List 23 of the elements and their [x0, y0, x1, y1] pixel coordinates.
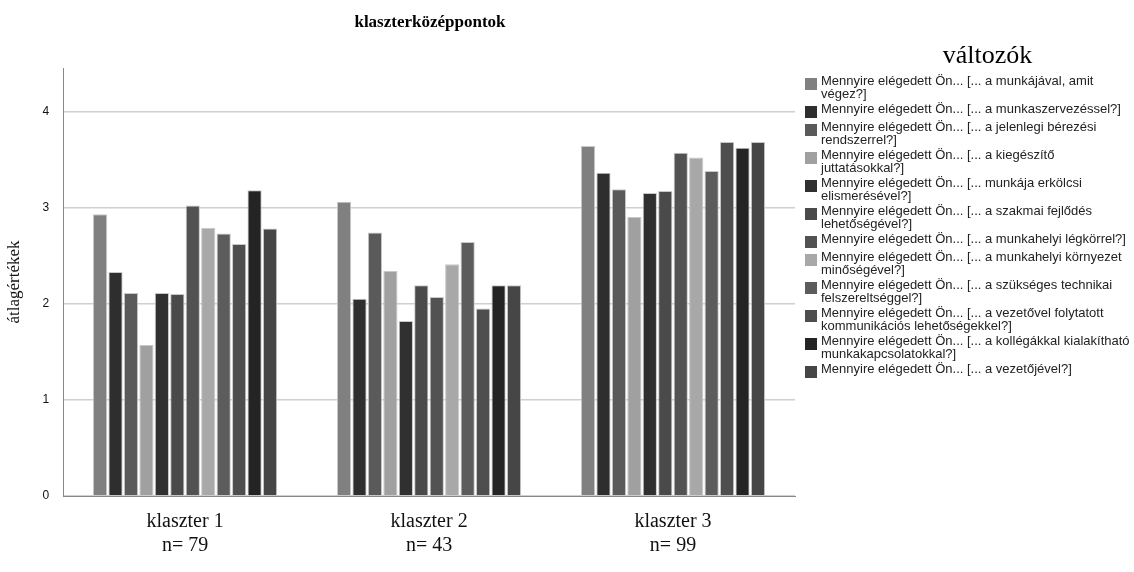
legend-label: Mennyire elégedett Ön... [... a szakmai fejlődés lehetőségével?] — [821, 203, 1093, 231]
y-tick-label: 1 — [42, 392, 50, 407]
y-tick-label: 0 — [42, 488, 50, 503]
x-tick-label: klaszter 1 n= 79 — [146, 509, 224, 556]
legend-label: Mennyire elégedett Ön... [... a kollégákkal kialakítható munkakapcsolatokkal?] — [821, 333, 1130, 361]
legend-label: Mennyire elégedett Ön... [... a vezetővel folytatott kommunikációs lehetőségekkel?] — [821, 305, 1105, 333]
y-tick-label: 4 — [42, 103, 50, 118]
legend-label: Mennyire elégedett Ön... [... a munkahelyi környezet minőségével?] — [821, 249, 1123, 277]
chart-title: klaszterközéppontok — [353, 12, 507, 32]
legend-label: Mennyire elégedett Ön... [... munkája erkölcsi elismerésével?] — [821, 175, 1083, 203]
x-tick-label: klaszter 3 n= 99 — [634, 509, 712, 556]
legend-label: Mennyire elégedett Ön... [... a munkájával, amit végez?] — [821, 73, 1095, 101]
legend-label: Mennyire elégedett Ön... [... a vezetőjével?] — [821, 361, 1072, 376]
legend-label: Mennyire elégedett Ön... [... a jelenlegi bérezési rendszerrel?] — [821, 119, 1098, 147]
legend-label: Mennyire elégedett Ön... [... a kiegészítő juttatásokkal?] — [821, 147, 1056, 175]
y-tick-label: 2 — [42, 295, 50, 310]
y-axis-title: átlagértékek — [3, 239, 23, 324]
legend-title: változók — [941, 40, 1034, 70]
x-tick-label: klaszter 2 n= 43 — [390, 509, 468, 556]
legend-label: Mennyire elégedett Ön... [... a munkaszervezéssel?] — [821, 101, 1121, 116]
legend-label: Mennyire elégedett Ön... [... a munkahelyi légkörrel?] — [821, 231, 1126, 246]
y-tick-label: 3 — [42, 199, 50, 214]
legend-label: Mennyire elégedett Ön... [... a szükséges technikai felszereltséggel?] — [821, 277, 1114, 305]
